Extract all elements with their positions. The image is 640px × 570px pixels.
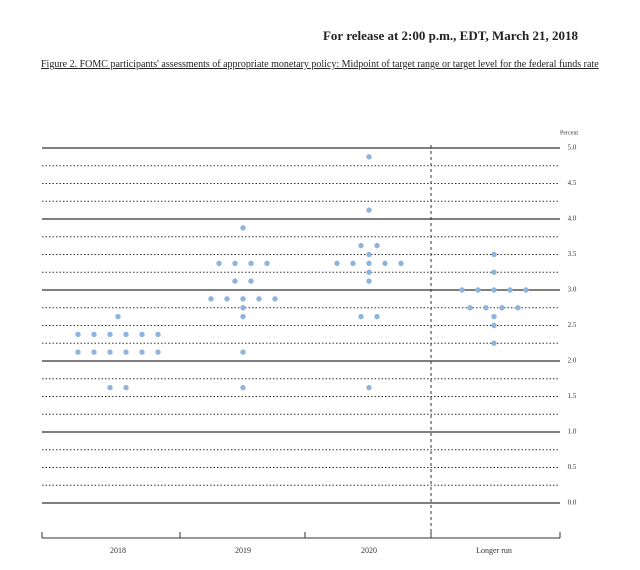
x-tick-label: 2019 xyxy=(235,546,251,555)
dot xyxy=(139,331,145,338)
dot xyxy=(256,296,262,302)
dot xyxy=(272,296,278,302)
dot xyxy=(459,287,465,293)
dot xyxy=(107,331,113,338)
figure-caption: Figure 2. FOMC participants' assessments… xyxy=(41,59,599,70)
dot xyxy=(366,207,372,213)
y-axis-label: Percent xyxy=(560,130,578,136)
dot xyxy=(240,296,246,302)
dot xyxy=(240,313,246,320)
dot xyxy=(123,331,129,338)
dot xyxy=(264,260,270,267)
dot xyxy=(475,287,481,293)
y-tick-label: 0.5 xyxy=(568,463,577,471)
dot xyxy=(374,313,380,320)
dot xyxy=(216,260,222,267)
dot xyxy=(155,349,161,355)
dot xyxy=(208,296,214,302)
dot xyxy=(240,384,246,391)
dot xyxy=(507,287,513,293)
dot xyxy=(232,260,238,267)
dot xyxy=(75,331,81,338)
y-tick-label: 1.0 xyxy=(568,428,577,436)
x-tick-label: 2018 xyxy=(110,546,126,555)
dot xyxy=(107,384,113,391)
y-tick-label: 3.5 xyxy=(568,250,577,258)
dot xyxy=(366,154,372,160)
dot xyxy=(107,349,113,355)
dot xyxy=(491,322,497,329)
dot xyxy=(139,349,145,355)
dot xyxy=(224,296,230,302)
y-tick-label: 3.0 xyxy=(568,286,577,294)
dot xyxy=(366,278,372,284)
x-tick-label: Longer run xyxy=(476,546,512,555)
dot xyxy=(491,287,497,293)
y-tick-label: 4.0 xyxy=(568,215,577,223)
dot xyxy=(232,278,238,284)
y-tick-label: 2.5 xyxy=(568,321,577,329)
dot xyxy=(155,331,161,338)
dot xyxy=(366,269,372,275)
release-note: For release at 2:00 p.m., EDT, March 21,… xyxy=(322,28,578,43)
dot xyxy=(398,260,404,267)
dot xyxy=(240,305,246,311)
dot xyxy=(123,349,129,355)
dot xyxy=(240,349,246,355)
dot xyxy=(248,278,254,284)
dot xyxy=(75,349,81,355)
x-tick-label: 2020 xyxy=(361,546,377,555)
dot xyxy=(483,305,489,311)
dot xyxy=(123,384,129,391)
y-tick-label: 2.0 xyxy=(568,357,577,365)
y-tick-label: 5.0 xyxy=(568,144,577,152)
y-tick-label: 1.5 xyxy=(568,392,577,400)
y-tick-label: 0.0 xyxy=(568,499,577,507)
dot xyxy=(91,331,97,338)
dot xyxy=(491,313,497,320)
y-tick-label: 4.5 xyxy=(568,179,577,187)
dot xyxy=(240,225,246,231)
dot xyxy=(366,260,372,267)
dot xyxy=(515,305,521,311)
dot xyxy=(491,269,497,275)
dot xyxy=(350,260,356,267)
dot xyxy=(358,242,364,249)
dot xyxy=(523,287,529,293)
dot xyxy=(91,349,97,355)
dot xyxy=(382,260,388,267)
dot xyxy=(491,340,497,346)
dot xyxy=(334,260,340,267)
dot xyxy=(248,260,254,267)
dot xyxy=(115,313,121,320)
dot xyxy=(366,251,372,258)
dot xyxy=(499,305,505,311)
dot xyxy=(374,242,380,249)
dot xyxy=(491,251,497,258)
dot xyxy=(358,313,364,320)
dot xyxy=(467,305,473,311)
dot xyxy=(366,384,372,391)
